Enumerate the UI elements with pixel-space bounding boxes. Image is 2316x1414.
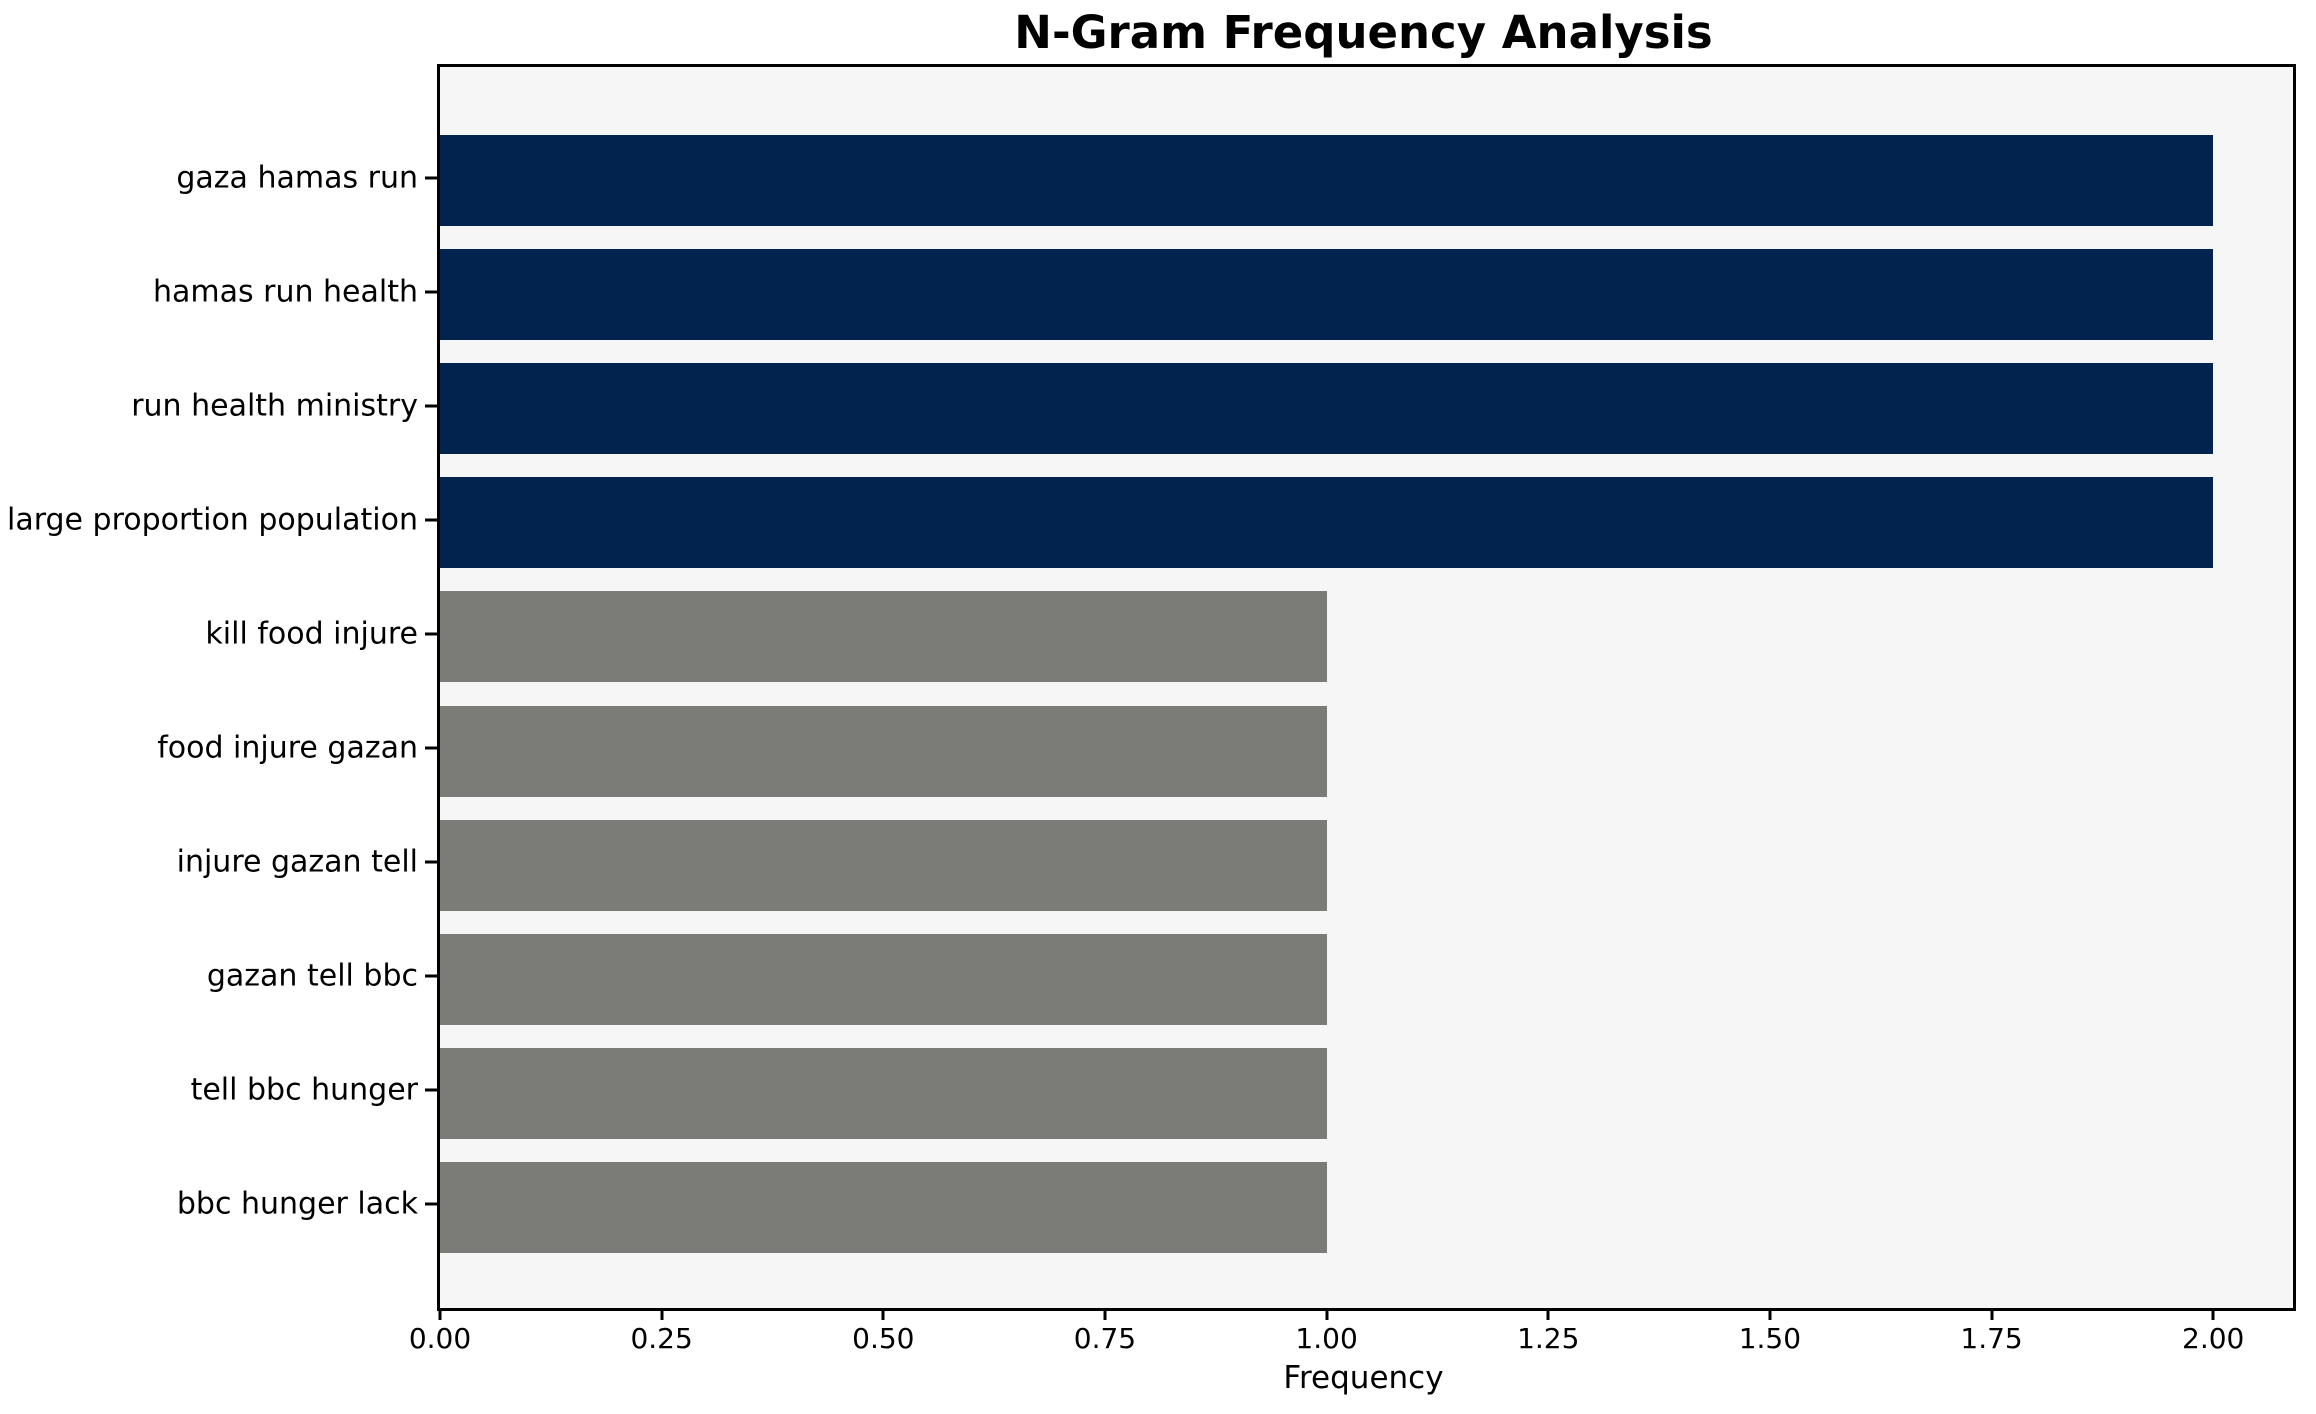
x-tick-mark	[881, 1308, 885, 1320]
y-tick-mark	[425, 290, 437, 294]
bar-hamas-run-health	[440, 249, 2214, 341]
y-tick-mark	[425, 746, 437, 750]
x-tick-label-1.50: 1.50	[1738, 1322, 1802, 1355]
y-tick-label-run-health-ministry: run health ministry	[131, 388, 418, 424]
y-tick-mark	[425, 1088, 437, 1092]
x-tick-label-0.00: 0.00	[408, 1322, 472, 1355]
bars-layer	[440, 67, 2293, 1308]
y-ticks	[425, 64, 437, 1305]
bar-gaza-hamas-run	[440, 135, 2214, 226]
x-tick-mark	[1103, 1308, 1107, 1320]
x-tick-label-0.50: 0.50	[852, 1322, 915, 1355]
x-tick-label-1.25: 1.25	[1517, 1322, 1580, 1355]
bar-bbc-hunger-lack	[440, 1161, 1327, 1253]
y-tick-mark	[425, 404, 437, 408]
x-ticks	[438, 1308, 2293, 1320]
x-tick-mark	[2211, 1308, 2215, 1320]
x-tick-label-2.00: 2.00	[2182, 1322, 2245, 1355]
bar-kill-food-injure	[440, 591, 1327, 683]
x-tick-labels: 0.00 0.25 0.50 0.75 1.00 1.25 1.50 1.75 2.00	[409, 1322, 2293, 1358]
x-tick-mark	[1768, 1308, 1772, 1320]
y-tick-label-food-injure-gazan: food injure gazan	[157, 730, 418, 766]
x-tick-label-1.00: 1.00	[1295, 1322, 1358, 1355]
x-tick-label-1.75: 1.75	[1960, 1322, 2023, 1355]
y-tick-label-bbc-hunger-lack: bbc hunger lack	[176, 1186, 418, 1222]
y-tick-mark	[425, 860, 437, 864]
y-tick-mark	[425, 518, 437, 522]
y-tick-label-injure-gazan-tell: injure gazan tell	[176, 844, 418, 880]
bar-injure-gazan-tell	[440, 819, 1327, 911]
x-tick-mark	[1325, 1308, 1329, 1320]
y-tick-mark	[425, 974, 437, 978]
y-tick-label-hamas-run-health: hamas run health	[152, 274, 418, 310]
bar-gazan-tell-bbc	[440, 933, 1327, 1025]
y-tick-label-tell-bbc-hunger: tell bbc hunger	[190, 1072, 418, 1108]
y-tick-labels: gaza hamas run hamas run health run health…	[0, 64, 418, 1305]
x-tick-label-0.75: 0.75	[1073, 1322, 1137, 1355]
bar-large-proportion-population	[440, 477, 2214, 569]
x-tick-label-0.25: 0.25	[630, 1322, 693, 1355]
x-tick-mark	[660, 1308, 664, 1320]
y-tick-mark	[425, 176, 437, 179]
y-tick-label-gaza-hamas-run: gaza hamas run	[176, 160, 418, 195]
y-tick-label-large-proportion-population: large proportion population	[6, 502, 418, 538]
y-tick-mark	[425, 632, 437, 636]
y-tick-mark	[425, 1202, 437, 1206]
y-tick-label-kill-food-injure: kill food injure	[205, 616, 418, 652]
plot-area	[437, 64, 2296, 1311]
chart-title: N-Gram Frequency Analysis	[1014, 6, 1713, 59]
x-tick-mark	[438, 1308, 442, 1320]
x-tick-mark	[1546, 1308, 1550, 1320]
bar-run-health-ministry	[440, 363, 2214, 455]
bar-tell-bbc-hunger	[440, 1047, 1327, 1139]
bar-food-injure-gazan	[440, 705, 1327, 797]
x-tick-mark	[1990, 1308, 1994, 1320]
x-axis-label: Frequency	[1283, 1360, 1444, 1396]
y-tick-label-gazan-tell-bbc: gazan tell bbc	[206, 958, 418, 994]
